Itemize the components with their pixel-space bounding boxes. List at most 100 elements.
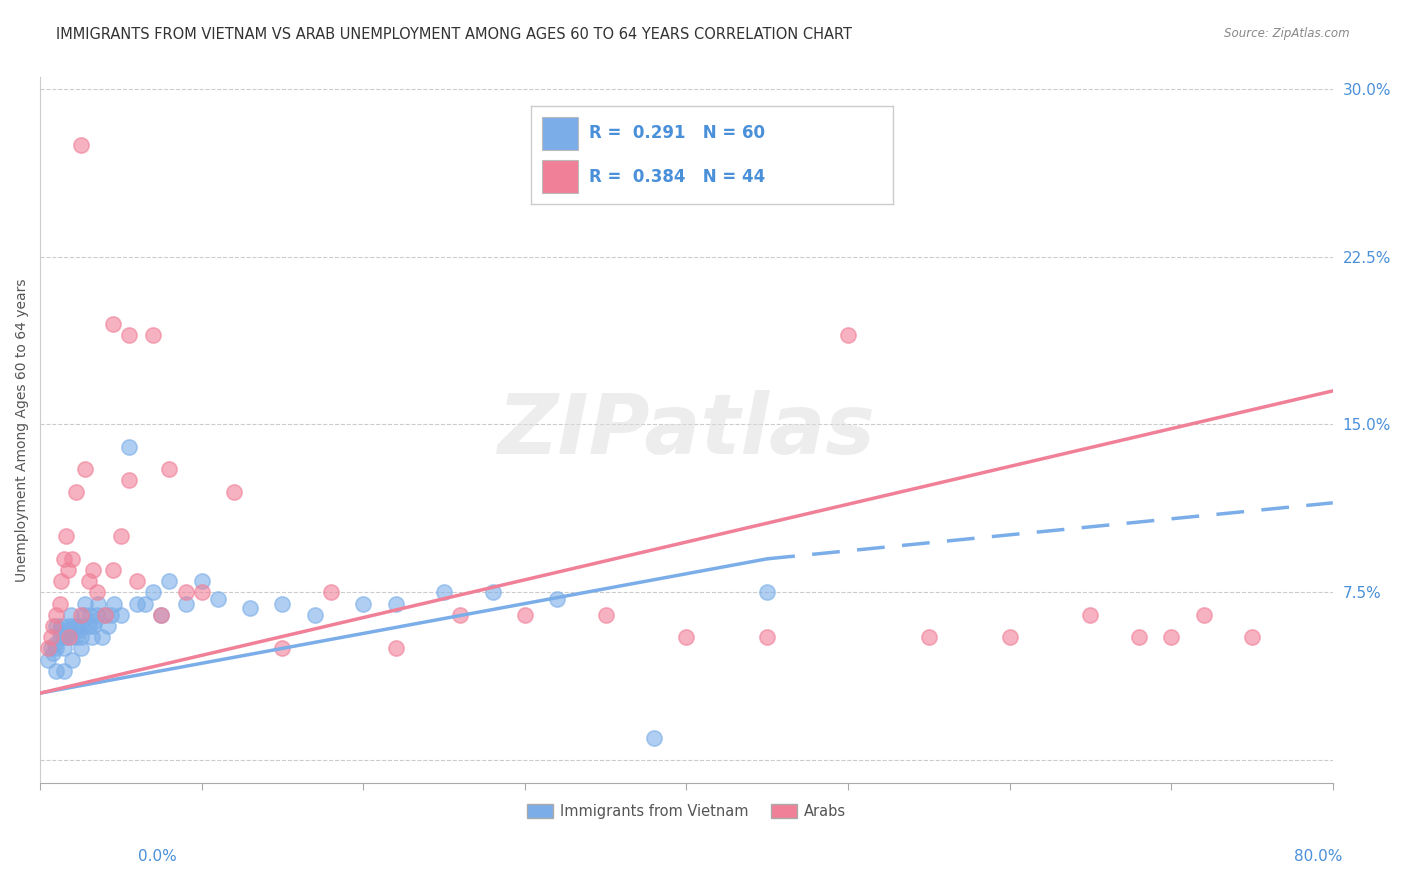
Point [42,646,65,660]
Text: Source: ZipAtlas.com: Source: ZipAtlas.com [1225,27,1350,40]
Text: 0.0%: 0.0% [138,849,177,863]
Point [41,630,63,644]
Point [79,607,101,622]
Point [69,607,91,622]
Point [63,619,86,633]
Point [174,597,197,611]
Point [41,641,63,656]
Point [125,574,148,589]
Point [595,607,617,622]
Point [37,641,59,656]
Point [125,597,148,611]
Point [42,619,65,633]
Point [45,664,67,678]
Point [675,630,697,644]
Point [90,630,112,644]
Point [69,630,91,644]
Point [48,597,70,611]
Point [53,641,76,656]
Point [101,563,124,577]
Point [55,630,77,644]
Point [304,607,326,622]
Point [70,619,93,633]
Point [998,630,1021,644]
Text: ZIPatlas: ZIPatlas [498,390,876,471]
Point [49,619,72,633]
Legend: Immigrants from Vietnam, Arabs: Immigrants from Vietnam, Arabs [520,797,852,825]
Point [1192,607,1215,622]
Point [62,551,84,566]
Point [207,592,229,607]
Point [67,624,90,638]
Point [449,607,471,622]
Point [86,585,108,599]
Point [546,592,568,607]
Point [56,624,79,638]
Point [55,529,77,543]
Point [44,637,66,651]
Point [384,641,406,656]
Point [48,624,70,638]
Point [222,484,245,499]
Point [352,597,374,611]
Point [239,601,262,615]
Point [150,607,173,622]
Point [53,551,76,566]
Point [75,597,97,611]
Point [1240,630,1263,644]
Point [1160,630,1182,644]
Point [52,630,75,644]
Point [271,641,294,656]
Point [643,731,665,745]
Point [93,607,115,622]
Point [157,574,180,589]
Point [69,641,91,656]
Point [150,607,173,622]
Point [84,615,107,629]
Point [134,597,156,611]
Point [513,607,536,622]
Point [66,619,89,633]
Point [190,574,212,589]
Point [59,607,82,622]
Point [100,607,122,622]
Point [45,641,67,656]
Point [384,597,406,611]
Point [118,327,141,342]
Point [48,630,70,644]
Point [69,137,91,152]
Point [62,652,84,666]
Point [65,484,87,499]
Point [142,585,165,599]
Point [110,529,132,543]
Point [53,664,76,678]
Point [837,327,859,342]
Point [65,630,87,644]
Point [73,607,96,622]
Point [58,630,80,644]
Point [45,619,67,633]
Point [110,607,132,622]
Point [756,630,779,644]
Point [101,317,124,331]
Point [271,597,294,611]
Point [97,619,120,633]
Point [103,597,125,611]
Point [77,574,100,589]
Point [118,474,141,488]
Point [756,585,779,599]
Point [93,607,115,622]
Point [87,597,110,611]
Point [37,652,59,666]
Point [86,607,108,622]
Point [82,619,104,633]
Point [1128,630,1150,644]
Text: IMMIGRANTS FROM VIETNAM VS ARAB UNEMPLOYMENT AMONG AGES 60 TO 64 YEARS CORRELATI: IMMIGRANTS FROM VIETNAM VS ARAB UNEMPLOY… [56,27,852,42]
Point [45,607,67,622]
Point [77,619,100,633]
Text: 80.0%: 80.0% [1295,849,1343,863]
Point [142,327,165,342]
Point [157,462,180,476]
Y-axis label: Unemployment Among Ages 60 to 64 years: Unemployment Among Ages 60 to 64 years [15,278,30,582]
Point [56,563,79,577]
